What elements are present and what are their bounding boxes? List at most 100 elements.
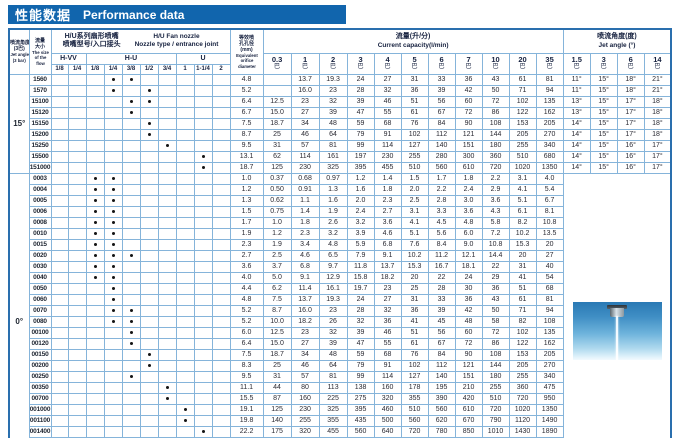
joint-dot-cell <box>67 271 87 284</box>
selection-dot <box>93 209 97 213</box>
pressure-unit-bar: 巴 <box>519 64 526 70</box>
capacity-cell: 81 <box>535 73 564 86</box>
joint-dot-cell <box>175 194 195 207</box>
pressure-unit-bar: 巴 <box>600 64 607 70</box>
capacity-cell: 11.4 <box>290 282 320 295</box>
capacity-cell: 460 <box>373 403 402 416</box>
header-current-capacity-group: 流量(升/分) Current capacity(l/min) <box>262 28 564 54</box>
pressure-value: 3 <box>601 55 606 64</box>
joint-dot-cell <box>157 205 177 218</box>
capacity-cell: 16.0 <box>290 84 320 97</box>
capacity-cell: 25 <box>262 128 292 141</box>
orifice-diameter-cell: 1.5 <box>229 205 264 218</box>
capacity-cell: 610 <box>454 161 483 174</box>
joint-dot-cell <box>67 227 87 240</box>
joint-dot-cell <box>139 227 159 240</box>
capacity-cell: 7.2 <box>481 227 510 240</box>
joint-size-header: 1/4 <box>103 63 123 75</box>
joint-dot-cell <box>121 194 141 207</box>
joint-dot-cell <box>157 359 177 372</box>
joint-dot-cell <box>175 326 195 339</box>
header-jet-angle-group: 喷流角度(度) Jet angle (°) <box>562 28 672 54</box>
joint-dot-cell <box>103 117 123 130</box>
capacity-cell: 71 <box>508 84 537 97</box>
joint-dot-cell <box>67 326 87 339</box>
joint-dot-cell <box>50 106 69 119</box>
joint-dot-cell <box>211 337 231 350</box>
joint-dot-cell <box>85 117 105 130</box>
joint-dot-cell <box>85 337 105 350</box>
capacity-cell: 82 <box>508 315 537 328</box>
joint-dot-cell <box>103 106 123 119</box>
joint-dot-cell <box>50 359 69 372</box>
capacity-cell: 36 <box>481 282 510 295</box>
capacity-cell: 138 <box>346 381 375 394</box>
capacity-cell: 5.1 <box>400 227 429 240</box>
joint-dot-cell <box>139 392 159 405</box>
pressure-unit-bar: 巴 <box>438 64 445 70</box>
capacity-cell: 39 <box>318 106 348 119</box>
joint-dot-cell <box>67 95 87 108</box>
capacity-cell: 2.5 <box>262 249 292 262</box>
joint-dot-cell <box>139 403 159 416</box>
capacity-cell: 6.5 <box>318 249 348 262</box>
jet-angle-cell: 13° <box>562 95 591 108</box>
joint-dot-cell <box>157 183 177 196</box>
capacity-cell: 340 <box>535 139 564 152</box>
capacity-cell: 27 <box>373 73 402 86</box>
joint-dot-cell <box>103 381 123 394</box>
joint-dot-cell <box>193 194 213 207</box>
joint-dot-cell <box>139 304 159 317</box>
capacity-cell: 1.8 <box>454 172 483 185</box>
zero-angle-panel: 0°液柱流 <box>562 172 672 438</box>
joint-dot-cell <box>175 282 195 295</box>
joint-dot-cell <box>121 183 141 196</box>
nozzle-group-en-line1: H/U Fan nozzle <box>153 33 200 41</box>
capacity-cell: 27 <box>290 106 320 119</box>
joint-dot-cell <box>175 183 195 196</box>
joint-dot-cell <box>121 425 141 438</box>
capacity-cell: 25 <box>400 282 429 295</box>
joint-dot-cell <box>121 381 141 394</box>
capacity-cell: 36 <box>454 73 483 86</box>
capacity-cell: 61 <box>508 73 537 86</box>
selection-dot <box>129 330 133 334</box>
joint-dot-cell <box>175 95 195 108</box>
joint-dot-cell <box>139 128 159 141</box>
jet-angle-cell: 17° <box>616 128 645 141</box>
capacity-cell: 161 <box>318 150 348 163</box>
capacity-cell: 395 <box>346 161 375 174</box>
capacity-cell: 18.2 <box>373 271 402 284</box>
joint-dot-cell <box>193 183 213 196</box>
capacity-cell: 122 <box>508 337 537 350</box>
table-row: 15150 7.5 18.7 34 48 59 68 76 84 90 108 153 205 14° 15… <box>9 117 672 130</box>
table-row: 151000 18.7 125 230 325 395 455 510 560 610 720 102… <box>9 161 672 174</box>
selection-dot <box>111 220 115 224</box>
selection-dot <box>111 286 115 290</box>
joint-dot-cell <box>121 315 141 328</box>
flow-code-cell: 0050 <box>28 282 52 295</box>
orifice-diameter-cell: 1.0 <box>229 172 264 185</box>
title-chinese: 性能数据 <box>15 8 72 23</box>
orifice-diameter-cell: 6.4 <box>229 337 264 350</box>
joint-dot-cell <box>157 95 177 108</box>
selection-dot <box>165 396 169 400</box>
capacity-cell: 3.7 <box>262 260 292 273</box>
capacity-cell: 91 <box>373 359 402 372</box>
capacity-cell: 205 <box>535 117 564 130</box>
capacity-cell: 151 <box>454 370 483 383</box>
capacity-cell: 80 <box>290 381 320 394</box>
capacity-cell: 16.7 <box>427 260 456 273</box>
selection-dot <box>129 308 133 312</box>
capacity-cell: 47 <box>346 106 375 119</box>
joint-dot-cell <box>193 139 213 152</box>
capacity-cell: 4.8 <box>318 238 348 251</box>
joint-dot-cell <box>175 414 195 427</box>
capacity-cell: 510 <box>400 403 429 416</box>
joint-dot-cell <box>50 403 69 416</box>
joint-dot-cell <box>139 172 159 185</box>
joint-dot-cell <box>211 95 231 108</box>
joint-dot-cell <box>193 260 213 273</box>
joint-dot-cell <box>211 293 231 306</box>
capacity-cell: 500 <box>373 414 402 427</box>
